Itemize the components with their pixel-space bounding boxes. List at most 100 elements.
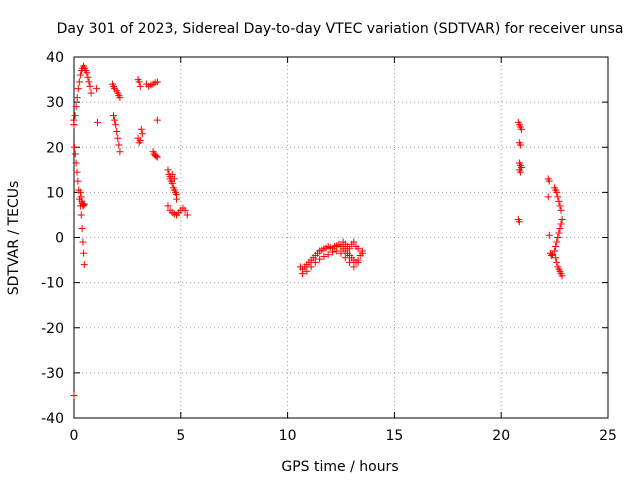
data-point bbox=[548, 251, 556, 259]
y-tick-label: -10 bbox=[41, 276, 64, 292]
data-point bbox=[556, 224, 564, 232]
data-point bbox=[110, 112, 118, 120]
data-point bbox=[341, 254, 349, 262]
data-point bbox=[516, 168, 524, 176]
data-point bbox=[516, 141, 524, 149]
data-point bbox=[515, 218, 523, 226]
data-point bbox=[164, 202, 172, 210]
y-tick-label: 0 bbox=[55, 231, 64, 247]
data-point bbox=[76, 188, 84, 196]
data-points bbox=[70, 62, 566, 399]
data-point bbox=[358, 247, 366, 255]
data-point bbox=[76, 71, 84, 79]
y-tick-label: 30 bbox=[46, 95, 64, 111]
data-point bbox=[152, 152, 160, 160]
data-point bbox=[72, 103, 80, 111]
data-point bbox=[71, 150, 79, 158]
data-point bbox=[80, 200, 88, 208]
y-axis-label: SDTVAR / TECUs bbox=[6, 181, 22, 296]
data-point bbox=[164, 166, 172, 174]
data-point bbox=[545, 177, 553, 185]
data-point bbox=[78, 224, 86, 232]
chart-title: Day 301 of 2023, Sidereal Day-to-day VTE… bbox=[57, 21, 624, 37]
data-point bbox=[553, 188, 561, 196]
data-point bbox=[153, 153, 161, 161]
grid-lines bbox=[74, 57, 608, 418]
data-point bbox=[73, 168, 81, 176]
data-point bbox=[554, 234, 562, 241]
data-point bbox=[80, 201, 88, 209]
data-point bbox=[328, 248, 336, 256]
data-point bbox=[70, 116, 78, 124]
data-point bbox=[558, 215, 566, 223]
data-point bbox=[346, 245, 354, 253]
y-tick-label: 40 bbox=[46, 50, 64, 66]
y-tick-label: 10 bbox=[46, 185, 64, 201]
data-point bbox=[545, 231, 553, 239]
data-point bbox=[79, 238, 87, 246]
data-point bbox=[137, 125, 145, 133]
data-point bbox=[153, 116, 161, 124]
x-axis-label: GPS time / hours bbox=[281, 459, 398, 475]
x-tick-label: 15 bbox=[385, 428, 403, 444]
data-point bbox=[517, 125, 525, 133]
data-point bbox=[558, 272, 566, 280]
data-point bbox=[337, 249, 345, 257]
data-point bbox=[168, 179, 176, 187]
data-point bbox=[181, 206, 189, 214]
data-point bbox=[87, 89, 95, 97]
x-tick-label: 10 bbox=[279, 428, 297, 444]
y-tick-label: 20 bbox=[46, 140, 64, 156]
y-tick-label: -40 bbox=[41, 411, 64, 427]
x-tick-label: 20 bbox=[492, 428, 510, 444]
data-point bbox=[93, 118, 101, 126]
x-tick-label: 5 bbox=[176, 428, 185, 444]
data-point bbox=[303, 267, 311, 275]
data-point bbox=[299, 270, 307, 278]
x-tick-label: 25 bbox=[599, 428, 617, 444]
data-point bbox=[553, 258, 561, 266]
data-point bbox=[557, 206, 565, 214]
tick-marks bbox=[73, 56, 609, 419]
data-point bbox=[350, 238, 358, 246]
data-point bbox=[554, 193, 562, 201]
data-point bbox=[72, 159, 80, 167]
data-point bbox=[70, 391, 78, 399]
data-point bbox=[116, 94, 124, 102]
data-point bbox=[85, 78, 93, 86]
data-point bbox=[111, 116, 119, 124]
data-point bbox=[80, 261, 88, 269]
x-tick-labels: 0 5 10 15 20 25 bbox=[70, 428, 617, 444]
data-point bbox=[80, 249, 88, 257]
y-tick-label: -30 bbox=[41, 366, 64, 382]
data-point bbox=[84, 73, 92, 81]
data-point bbox=[79, 202, 87, 210]
data-point bbox=[544, 193, 552, 201]
data-point bbox=[136, 82, 144, 90]
data-point bbox=[552, 243, 560, 251]
data-point bbox=[551, 247, 559, 255]
data-point bbox=[116, 148, 124, 156]
data-point bbox=[183, 211, 191, 219]
data-point bbox=[320, 252, 328, 260]
data-point bbox=[557, 220, 565, 228]
data-point bbox=[138, 130, 146, 138]
data-point bbox=[547, 252, 555, 260]
x-tick-label: 0 bbox=[70, 428, 79, 444]
data-point bbox=[346, 258, 354, 266]
y-tick-labels: -40 -30 -20 -10 0 10 20 30 40 bbox=[41, 50, 64, 427]
data-point bbox=[115, 141, 123, 149]
data-point bbox=[555, 197, 563, 205]
data-point bbox=[553, 238, 561, 246]
data-point bbox=[83, 69, 91, 77]
data-point bbox=[333, 247, 341, 255]
data-point bbox=[74, 85, 82, 93]
data-point bbox=[324, 251, 332, 259]
data-point bbox=[168, 170, 176, 178]
data-point bbox=[112, 121, 120, 129]
data-point bbox=[75, 78, 83, 86]
data-point bbox=[354, 245, 362, 253]
data-point bbox=[86, 82, 94, 90]
